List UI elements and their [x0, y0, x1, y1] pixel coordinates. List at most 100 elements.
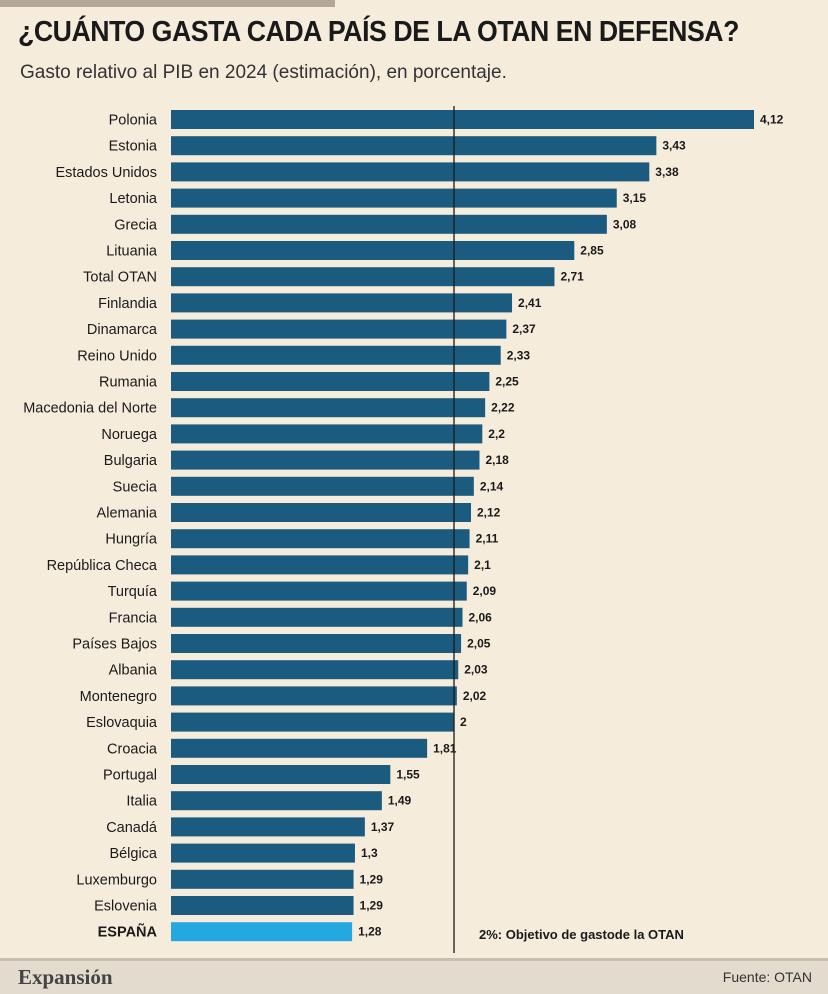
category-label-1: Estonia [109, 139, 158, 155]
value-label-20: 2,05 [467, 637, 491, 651]
category-label-0: Polonia [109, 113, 158, 129]
top-rule [0, 0, 335, 7]
value-label-0: 4,12 [760, 113, 784, 127]
category-label-22: Montenegro [80, 689, 157, 705]
category-label-7: Finlandia [98, 296, 158, 312]
category-label-3: Letonia [109, 191, 158, 207]
bar-19 [171, 607, 463, 627]
value-label-11: 2,22 [491, 401, 515, 415]
bar-10 [171, 372, 490, 391]
bar-16 [171, 529, 470, 549]
category-label-27: Canadá [106, 820, 158, 836]
category-label-18: Turquía [108, 584, 158, 600]
category-label-24: Croacia [107, 741, 158, 757]
bar-12 [171, 424, 483, 444]
brand-logo: Expansión [18, 965, 113, 989]
category-label-15: Alemania [97, 506, 158, 522]
bar-30 [171, 896, 354, 915]
bar-27 [171, 817, 365, 837]
bar-chart: Polonia 4,12 Estonia 3,43 Estados Unidos 3,38… [23, 106, 784, 953]
value-label-23: 2 [460, 715, 467, 729]
bar-28 [171, 843, 355, 863]
bar-31 [171, 922, 353, 942]
bar-22 [171, 686, 457, 706]
bar-3 [171, 188, 617, 208]
value-label-7: 2,41 [518, 296, 542, 310]
value-label-16: 2,11 [476, 532, 499, 546]
category-label-16: Hungría [105, 532, 158, 548]
value-label-19: 2,06 [469, 610, 493, 624]
value-label-13: 2,18 [485, 453, 509, 467]
value-label-25: 1,55 [396, 768, 420, 782]
bar-17 [171, 555, 469, 575]
value-label-3: 3,15 [623, 191, 647, 205]
value-label-5: 2,85 [580, 244, 604, 258]
category-label-21: Albania [109, 663, 158, 679]
category-label-23: Eslovaquia [86, 715, 158, 731]
category-label-8: Dinamarca [87, 322, 158, 338]
bar-11 [171, 398, 486, 418]
bar-4 [171, 214, 607, 234]
value-label-4: 3,08 [613, 217, 637, 231]
category-label-20: Países Bajos [72, 637, 157, 653]
value-label-17: 2,1 [474, 558, 491, 572]
value-label-1: 3,43 [662, 139, 686, 153]
bar-25 [171, 765, 391, 784]
bar-0 [171, 110, 754, 129]
bar-21 [171, 660, 459, 680]
category-label-14: Suecia [113, 479, 158, 495]
bar-26 [171, 791, 382, 811]
category-label-17: República Checa [47, 558, 158, 574]
category-label-2: Estados Unidos [55, 165, 157, 181]
value-label-10: 2,25 [495, 375, 519, 389]
category-label-5: Lituania [106, 244, 158, 260]
category-label-4: Grecia [114, 217, 158, 233]
category-label-29: Luxemburgo [76, 872, 157, 888]
category-label-30: Eslovenia [94, 899, 158, 915]
category-label-10: Rumania [99, 375, 158, 391]
category-label-25: Portugal [103, 768, 157, 784]
bar-6 [171, 267, 555, 287]
value-label-8: 2,37 [512, 322, 536, 336]
bar-9 [171, 345, 501, 365]
value-label-26: 1,49 [388, 794, 412, 808]
bar-5 [171, 241, 575, 260]
value-label-29: 1,29 [360, 872, 384, 886]
value-label-30: 1,29 [360, 899, 384, 913]
bar-29 [171, 869, 354, 889]
bar-24 [171, 738, 428, 758]
category-label-12: Noruega [101, 427, 158, 443]
category-label-11: Macedonia del Norte [23, 401, 157, 417]
category-label-19: Francia [109, 610, 158, 626]
value-label-27: 1,37 [371, 820, 395, 834]
value-label-9: 2,33 [507, 348, 531, 362]
bar-7 [171, 293, 513, 313]
value-label-6: 2,71 [560, 270, 584, 284]
bar-15 [171, 503, 471, 522]
bar-13 [171, 450, 480, 470]
value-label-28: 1,3 [361, 846, 378, 860]
source-note: Fuente: OTAN [722, 969, 812, 985]
category-label-13: Bulgaria [104, 453, 158, 469]
category-label-31: ESPAÑA [98, 923, 158, 941]
value-label-15: 2,12 [477, 506, 501, 520]
category-label-28: Bélgica [109, 846, 157, 862]
value-label-18: 2,09 [473, 584, 497, 598]
reference-line-label: 2%: Objetivo de gastode la OTAN [479, 927, 684, 942]
bar-1 [171, 136, 657, 156]
bar-2 [171, 162, 650, 182]
value-label-24: 1,81 [433, 741, 457, 755]
chart-title: ¿CUÁNTO GASTA CADA PAÍS DE LA OTAN EN DE… [18, 16, 739, 48]
category-label-6: Total OTAN [83, 270, 157, 286]
bar-14 [171, 476, 474, 496]
value-label-12: 2,2 [488, 427, 505, 441]
bar-23 [171, 712, 455, 732]
category-label-9: Reino Unido [77, 348, 157, 364]
value-label-14: 2,14 [480, 479, 504, 493]
bar-8 [171, 319, 507, 339]
footer: Expansión Fuente: OTAN [0, 958, 828, 994]
bar-18 [171, 581, 467, 601]
category-label-26: Italia [126, 794, 158, 810]
value-label-22: 2,02 [463, 689, 487, 703]
value-label-31: 1,28 [358, 925, 382, 939]
